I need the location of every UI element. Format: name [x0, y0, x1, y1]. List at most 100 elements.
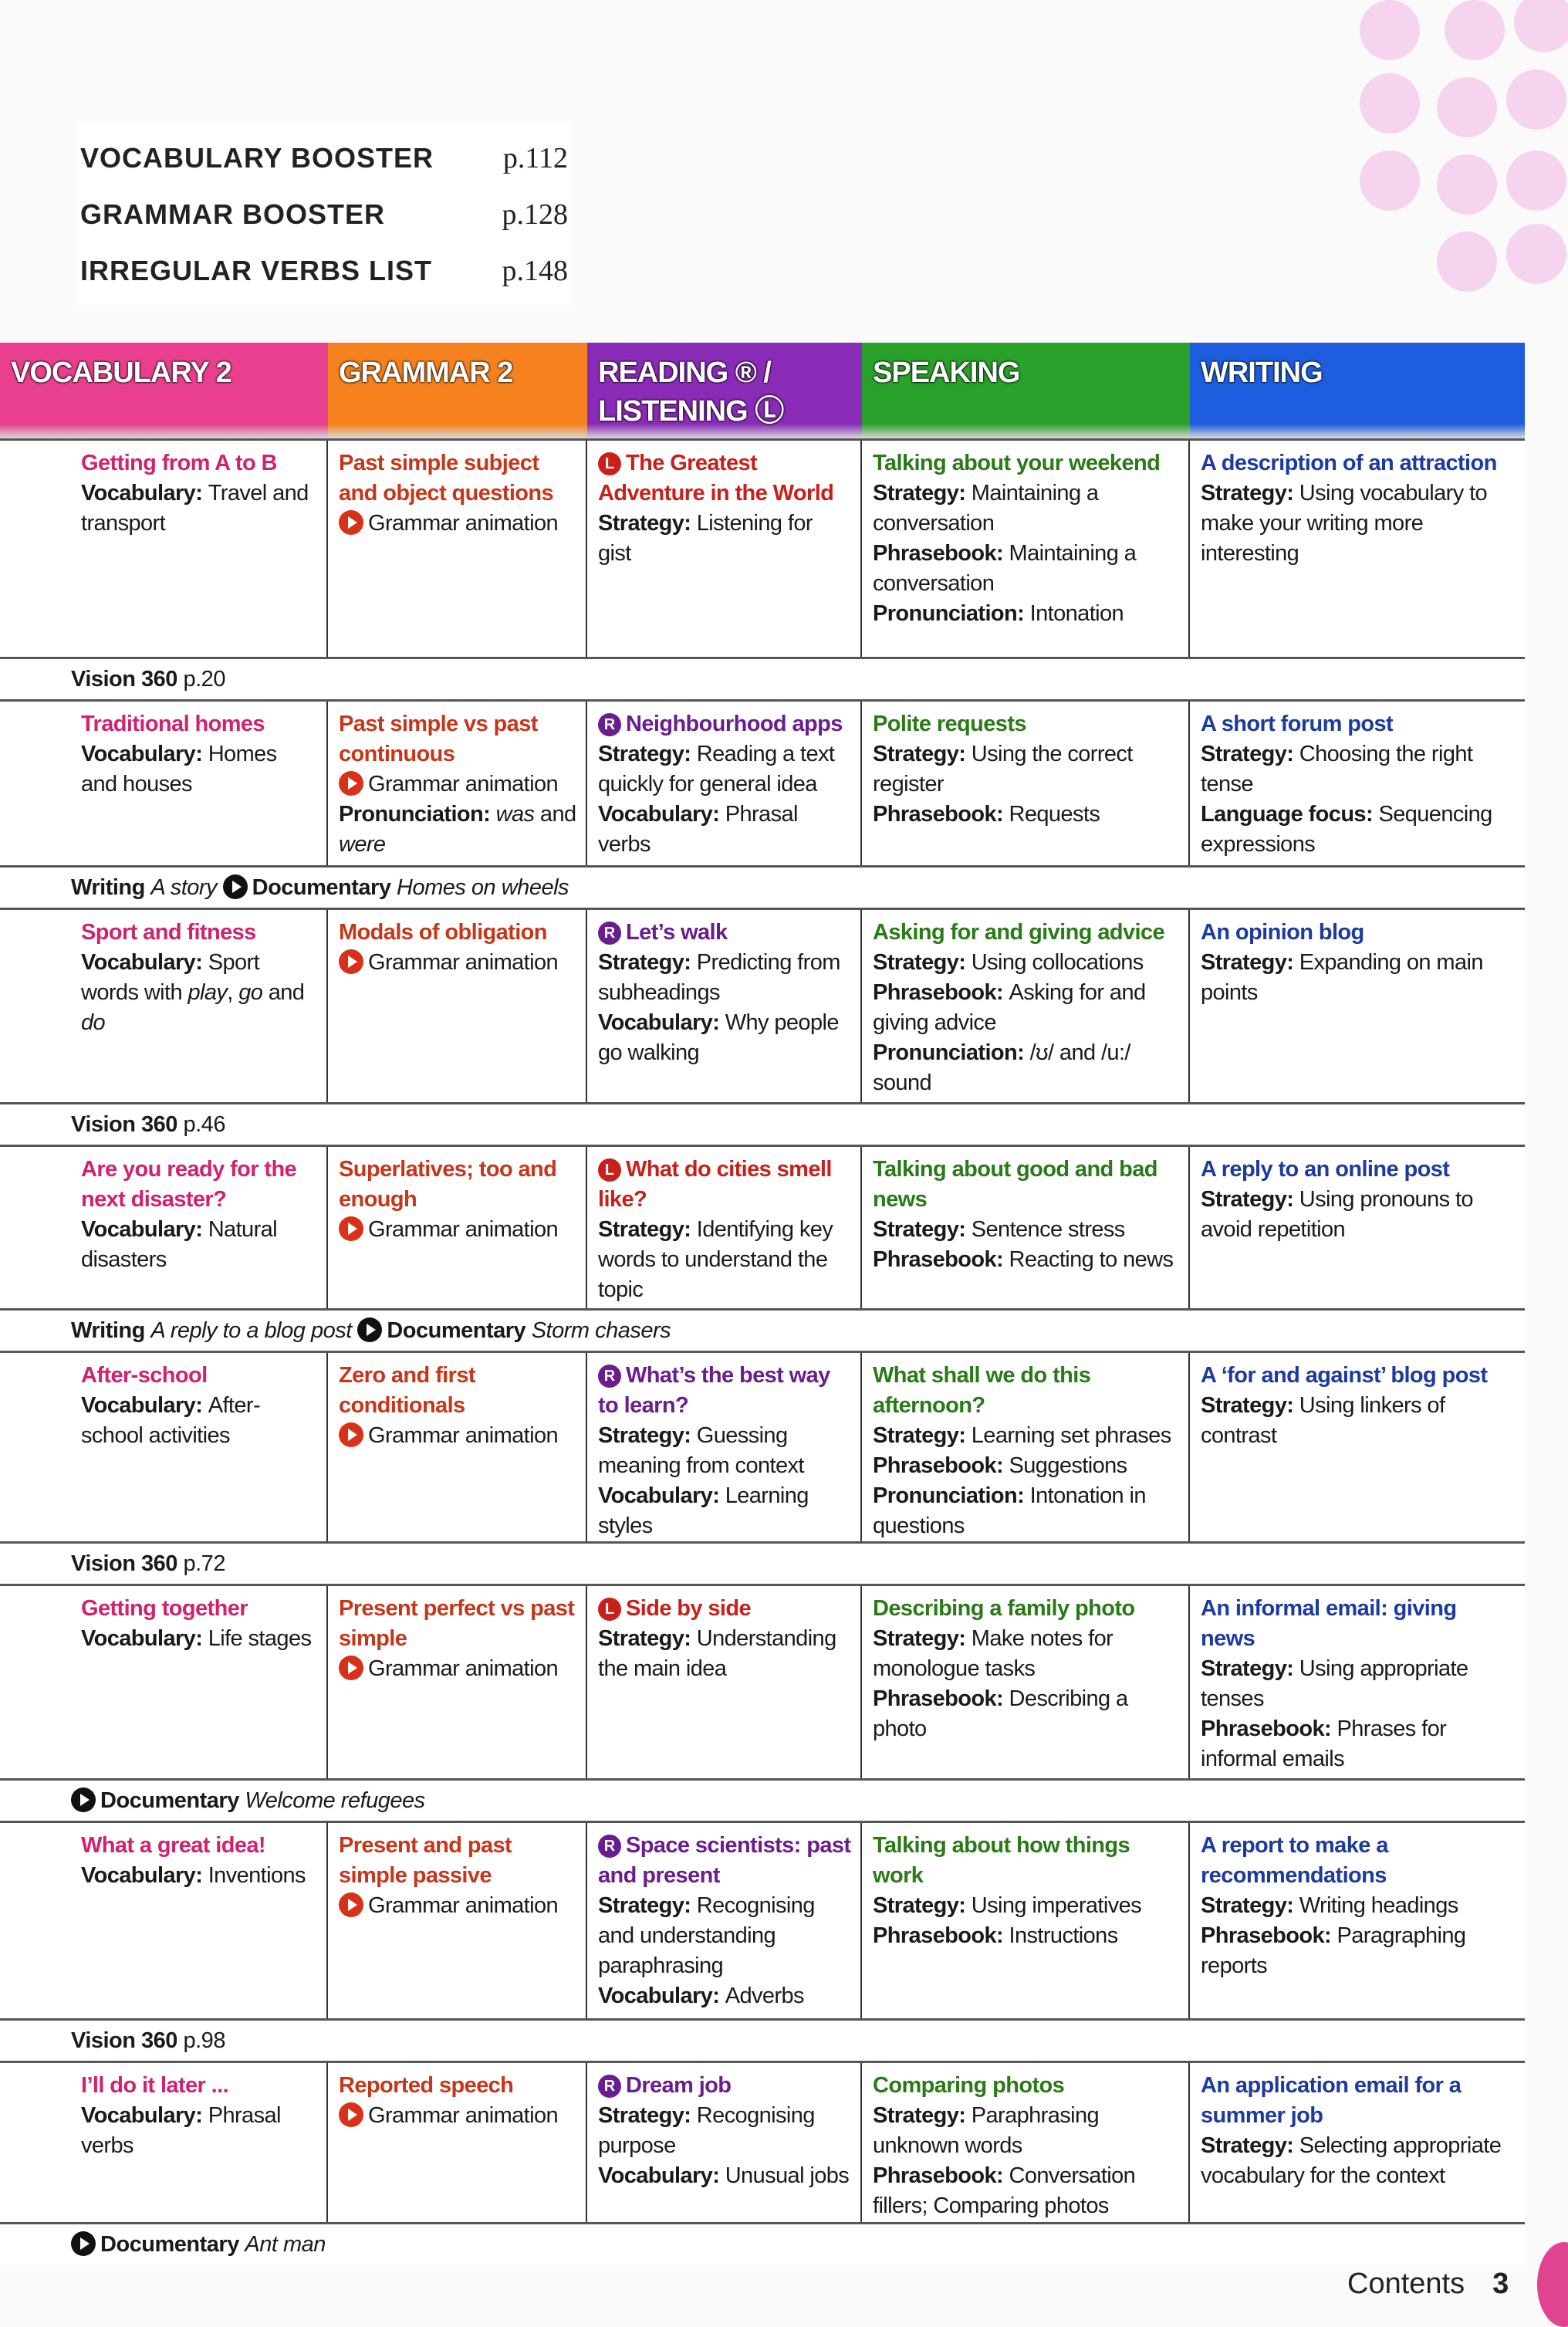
- title-text: Asking for and giving advice: [873, 920, 1165, 945]
- lesson-title[interactable]: An informal email: giving news: [1201, 1594, 1516, 1654]
- play-icon[interactable]: [339, 1216, 363, 1241]
- play-icon[interactable]: [71, 1788, 96, 1812]
- lesson-title[interactable]: Reported speech: [339, 2071, 576, 2101]
- value-text: p.46: [183, 1111, 226, 1137]
- cell-grammar: Superlatives; too and enough Grammar anim…: [328, 1147, 587, 1308]
- play-icon[interactable]: [339, 510, 363, 535]
- play-icon[interactable]: [357, 1317, 383, 1342]
- booster-name: GRAMMAR BOOSTER: [80, 198, 385, 230]
- lesson-title[interactable]: A ‘for and against’ blog post: [1201, 1361, 1516, 1391]
- lesson-title[interactable]: R What’s the best way to learn?: [598, 1361, 851, 1421]
- label-text: Vocabulary:: [598, 802, 725, 827]
- lesson-title[interactable]: Present and past simple passive: [339, 1831, 576, 1891]
- lesson-title[interactable]: R Neighbourhood apps: [598, 709, 851, 739]
- play-icon[interactable]: [339, 1422, 363, 1447]
- section-note-text: Vision 360 p.72: [71, 1551, 225, 1577]
- lesson-title[interactable]: Talking about how things work: [873, 1831, 1179, 1891]
- lesson-title[interactable]: Comparing photos: [873, 2071, 1179, 2101]
- header-grammar: GRAMMAR 2: [328, 343, 587, 438]
- cell-line: Strategy: Expanding on main points: [1201, 948, 1516, 1008]
- lesson-title[interactable]: Superlatives; too and enough: [339, 1155, 576, 1215]
- section-note: Writing A story Documentary Homes on whe…: [0, 868, 1525, 908]
- label-text: Vocabulary:: [598, 1984, 725, 2008]
- cell-line: Strategy: Make notes for monologue tasks: [873, 1624, 1179, 1684]
- cell-line: Strategy: Learning set phrases: [873, 1421, 1179, 1451]
- footer-label: Contents: [1347, 2268, 1465, 2300]
- title-text: What shall we do this afternoon?: [873, 1363, 1091, 1418]
- value-text: p.20: [183, 666, 226, 692]
- lesson-title[interactable]: Are you ready for the next disaster?: [81, 1155, 317, 1215]
- title-text: What a great idea!: [81, 1833, 266, 1858]
- label-text: Strategy:: [598, 1423, 697, 1448]
- label-text: Vision 360: [71, 1551, 184, 1576]
- lesson-title[interactable]: L What do cities smell like?: [598, 1155, 851, 1215]
- play-icon[interactable]: [222, 874, 248, 899]
- cell-reading: L The Greatest Adventure in the World Stra…: [587, 441, 862, 657]
- lesson-title[interactable]: Past simple vs past continuous: [339, 709, 576, 769]
- title-text: Traditional homes: [81, 712, 265, 736]
- lesson-title[interactable]: What a great idea!: [81, 1831, 317, 1861]
- booster-item[interactable]: GRAMMAR BOOSTER p.128: [77, 186, 571, 242]
- cell-line: Strategy: Using the correct register: [873, 739, 1179, 800]
- label-text: Strategy:: [873, 1626, 972, 1651]
- value-text: Describing a photo: [873, 1686, 1128, 1741]
- lesson-title[interactable]: Asking for and giving advice: [873, 918, 1179, 948]
- lesson-title[interactable]: Describing a family photo: [873, 1594, 1179, 1624]
- section-note: Vision 360 p.46: [0, 1104, 1525, 1145]
- lesson-title[interactable]: Traditional homes: [81, 709, 317, 739]
- cell-line: Pronunciation: Intonation: [873, 599, 1179, 629]
- value-text: Instructions: [1009, 1923, 1119, 1948]
- title-text: Past simple subject and object questions: [339, 451, 554, 506]
- lesson-title[interactable]: Talking about your weekend: [873, 448, 1179, 479]
- label-text: Phrasebook:: [873, 802, 1009, 827]
- label-text: Phrasebook:: [873, 980, 1009, 1005]
- lesson-title[interactable]: A report to make a recommendations: [1201, 1831, 1516, 1891]
- cell-line: Phrasebook: Describing a photo: [873, 1684, 1179, 1744]
- label-text: Vocabulary:: [81, 481, 208, 506]
- lesson-title[interactable]: R Space scientists: past and present: [598, 1831, 851, 1891]
- lesson-title[interactable]: Talking about good and bad news: [873, 1155, 1179, 1215]
- cell-line: Strategy: Paraphrasing unknown words: [873, 2101, 1179, 2161]
- lesson-title[interactable]: L The Greatest Adventure in the World: [598, 448, 851, 509]
- lesson-title[interactable]: An opinion blog: [1201, 918, 1516, 948]
- lesson-title[interactable]: L Side by side: [598, 1594, 851, 1624]
- lesson-title[interactable]: A reply to an online post: [1201, 1155, 1516, 1185]
- value-text: go: [238, 980, 263, 1005]
- play-icon[interactable]: [339, 1892, 363, 1917]
- label-text: Strategy:: [598, 2103, 697, 2128]
- cell-vocabulary: Traditional homes Vocabulary: Homes and h…: [0, 702, 328, 865]
- play-icon[interactable]: [339, 949, 363, 974]
- cell-writing: An informal email: giving news Strategy: …: [1190, 1586, 1525, 1778]
- lesson-title[interactable]: A short forum post: [1201, 709, 1516, 739]
- value-text: Intonation: [1029, 601, 1124, 626]
- cell-line: Pronunciation: /ʊ/ and /u:/ sound: [873, 1038, 1179, 1098]
- lesson-title[interactable]: A description of an attraction: [1201, 448, 1516, 479]
- lesson-title[interactable]: Sport and fitness: [81, 918, 317, 948]
- lesson-title[interactable]: R Dream job: [598, 2071, 851, 2101]
- label-text: Strategy:: [873, 950, 972, 975]
- cell-writing: A reply to an online post Strategy: Using…: [1190, 1147, 1525, 1308]
- lesson-title[interactable]: Zero and first conditionals: [339, 1361, 576, 1421]
- section-note: Documentary Ant man: [0, 2224, 1525, 2264]
- lesson-title[interactable]: Present perfect vs past simple: [339, 1594, 576, 1654]
- play-icon[interactable]: [71, 2231, 96, 2256]
- booster-item[interactable]: IRREGULAR VERBS LIST p.148: [77, 242, 571, 299]
- lesson-title[interactable]: Polite requests: [873, 709, 1179, 739]
- lesson-title[interactable]: An application email for a summer job: [1201, 2071, 1516, 2131]
- cell-line: Grammar animation: [339, 1891, 576, 1921]
- lesson-title[interactable]: Past simple subject and object questions: [339, 448, 576, 509]
- booster-item[interactable]: VOCABULARY BOOSTER p.112: [77, 130, 571, 186]
- title-text: A reply to an online post: [1201, 1157, 1450, 1182]
- play-icon[interactable]: [339, 771, 363, 796]
- lesson-title[interactable]: I’ll do it later ...: [81, 2071, 317, 2101]
- value-text: Maintaining a conversation: [873, 541, 1137, 596]
- table-row: Traditional homes Vocabulary: Homes and h…: [0, 699, 1525, 868]
- lesson-title[interactable]: Modals of obligation: [339, 918, 576, 948]
- lesson-title[interactable]: R Let’s walk: [598, 918, 851, 948]
- lesson-title[interactable]: What shall we do this afternoon?: [873, 1361, 1179, 1421]
- play-icon[interactable]: [339, 2102, 363, 2127]
- lesson-title[interactable]: Getting together: [81, 1594, 317, 1624]
- lesson-title[interactable]: After-school: [81, 1361, 317, 1391]
- play-icon[interactable]: [339, 1656, 363, 1680]
- lesson-title[interactable]: Getting from A to B: [81, 448, 317, 479]
